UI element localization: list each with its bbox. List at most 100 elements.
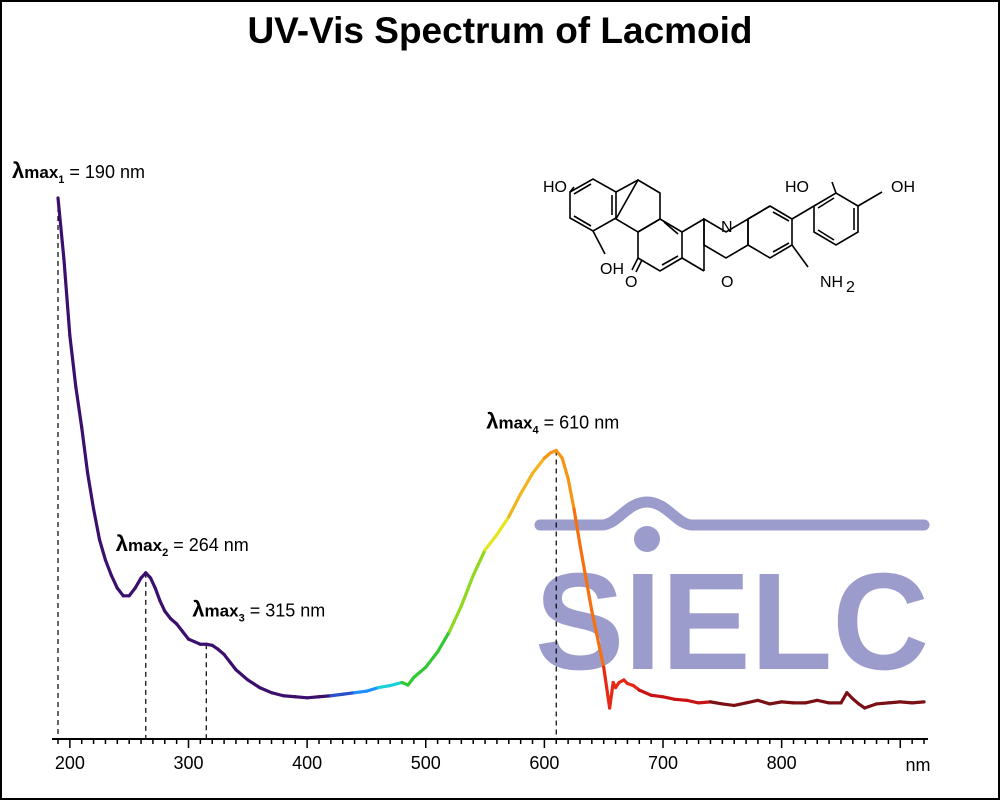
spectrum-segment	[91, 507, 102, 542]
structure-label: N	[721, 219, 733, 236]
x-tick-label: 400	[292, 753, 322, 773]
spectrum-segment	[293, 695, 309, 700]
spectrum-segment	[127, 586, 137, 598]
structure-label: HO	[785, 179, 809, 196]
spectrum-segment	[424, 650, 440, 669]
spectrum-segment	[305, 695, 321, 700]
spectrum-segment	[246, 678, 262, 690]
spectrum-segment	[602, 665, 612, 710]
spectrum-segment	[744, 698, 760, 705]
spectrum-segment	[910, 700, 926, 705]
x-axis-label: nm	[905, 755, 930, 775]
spectrum-segment	[115, 586, 125, 598]
x-tick-label: 200	[55, 753, 85, 773]
spectrum-segment	[649, 693, 665, 699]
lambda-max-droplines	[57, 198, 557, 738]
spectrum-segment	[898, 700, 914, 705]
spectrum-line	[56, 196, 926, 710]
spectrum-segment	[519, 471, 535, 496]
spectrum-segment	[697, 700, 713, 705]
spectrum-segment	[163, 609, 173, 621]
spectrum-segment	[661, 695, 677, 701]
spectrum-segment	[447, 604, 463, 634]
spectrum-segment	[341, 691, 357, 696]
spectrum-segment	[406, 675, 416, 687]
x-tick-label: 500	[411, 753, 441, 773]
x-tick-label: 700	[648, 753, 678, 773]
lambda-max-label: λmax3 = 315 nm	[192, 596, 325, 624]
spectrum-segment	[74, 385, 84, 430]
structure-label: O	[625, 274, 637, 291]
spectrum-segment	[803, 698, 819, 705]
spectrum-segment	[560, 456, 570, 481]
spectrum-segment	[62, 257, 72, 338]
spectrum-segment	[180, 629, 191, 641]
x-axis-ticks: 200 300 400 500 600 700 800	[55, 739, 925, 773]
spectrum-segment	[228, 660, 238, 672]
spectrum-segment	[459, 573, 475, 608]
spectrum-segment	[269, 691, 285, 698]
lambda-max-label: λmax2 = 264 nm	[116, 531, 249, 559]
structure-labels: HO HO OH OH N O O NH 2	[543, 179, 915, 296]
spectrum-segment	[495, 515, 511, 537]
spectrum-segment	[56, 196, 66, 261]
spectrum-segment	[756, 698, 772, 706]
spectrum-segment	[732, 701, 748, 708]
x-tick-label: 800	[767, 753, 797, 773]
x-tick-label: 600	[529, 753, 559, 773]
structure-label: NH	[820, 274, 843, 291]
spectrum-segment	[507, 492, 523, 519]
spectrum-segment	[685, 698, 701, 705]
watermark-logo: SIELC	[534, 496, 930, 699]
spectrum-segment	[483, 532, 499, 552]
spectrum-segment	[554, 448, 564, 460]
spectrum-segment	[863, 702, 879, 710]
spectrum-segment	[109, 573, 119, 590]
spectrum-segment	[175, 622, 185, 634]
lacmoid-structure	[569, 178, 883, 273]
chart-title: UV-Vis Spectrum of Lacmoid	[247, 10, 753, 51]
spectrum-segment	[471, 548, 487, 578]
spectrum-segment	[158, 599, 167, 613]
spectrum-segment	[68, 334, 78, 389]
spectrum-segment	[566, 476, 576, 511]
spectrum-segment	[148, 576, 157, 590]
spectrum-segment	[364, 685, 380, 693]
spectrum-segment	[768, 700, 784, 706]
structure-label: OH	[600, 261, 624, 278]
spectrum-segment	[815, 698, 831, 705]
structure-label: 2	[846, 279, 855, 296]
spectrum-segment	[637, 688, 653, 697]
structure-label: O	[721, 274, 733, 291]
spectrum-segment	[412, 665, 428, 680]
spectrum-segment	[153, 586, 162, 603]
spectrum-segment	[572, 507, 582, 547]
spectrum-segment	[578, 543, 594, 613]
spectrum-segment	[780, 700, 796, 705]
spectrum-segment	[329, 692, 345, 698]
spectrum-segment	[376, 683, 392, 690]
spectrum-segment	[673, 697, 689, 702]
spectrum-segment	[608, 680, 615, 710]
spectrum-segment	[388, 680, 404, 688]
spectrum-segment	[86, 471, 96, 511]
spectrum-segment	[839, 691, 849, 705]
spectrum-segment	[352, 689, 369, 695]
lambda-max-label: λmax4 = 610 nm	[486, 408, 619, 436]
spectrum-segment	[281, 694, 297, 699]
spectrum-segment	[133, 576, 143, 590]
spectrum-segment	[530, 456, 546, 475]
watermark-text: SIELC	[535, 545, 929, 699]
spectrum-segment	[874, 701, 891, 706]
spectrum-segment	[97, 538, 108, 562]
spectrum-segment	[886, 700, 902, 705]
spectrum-segment	[317, 694, 333, 699]
spectrum-segment	[80, 425, 90, 475]
structure-label: OH	[891, 179, 915, 196]
spectrum-segment	[234, 668, 250, 682]
spectrum-segment	[720, 702, 736, 708]
spectrum-segment	[258, 685, 274, 695]
spectrum-segment	[708, 700, 724, 706]
lambda-max-annotations: λmax1 = 190 nm λmax2 = 264 nm λmax3 = 315 …	[12, 158, 619, 624]
